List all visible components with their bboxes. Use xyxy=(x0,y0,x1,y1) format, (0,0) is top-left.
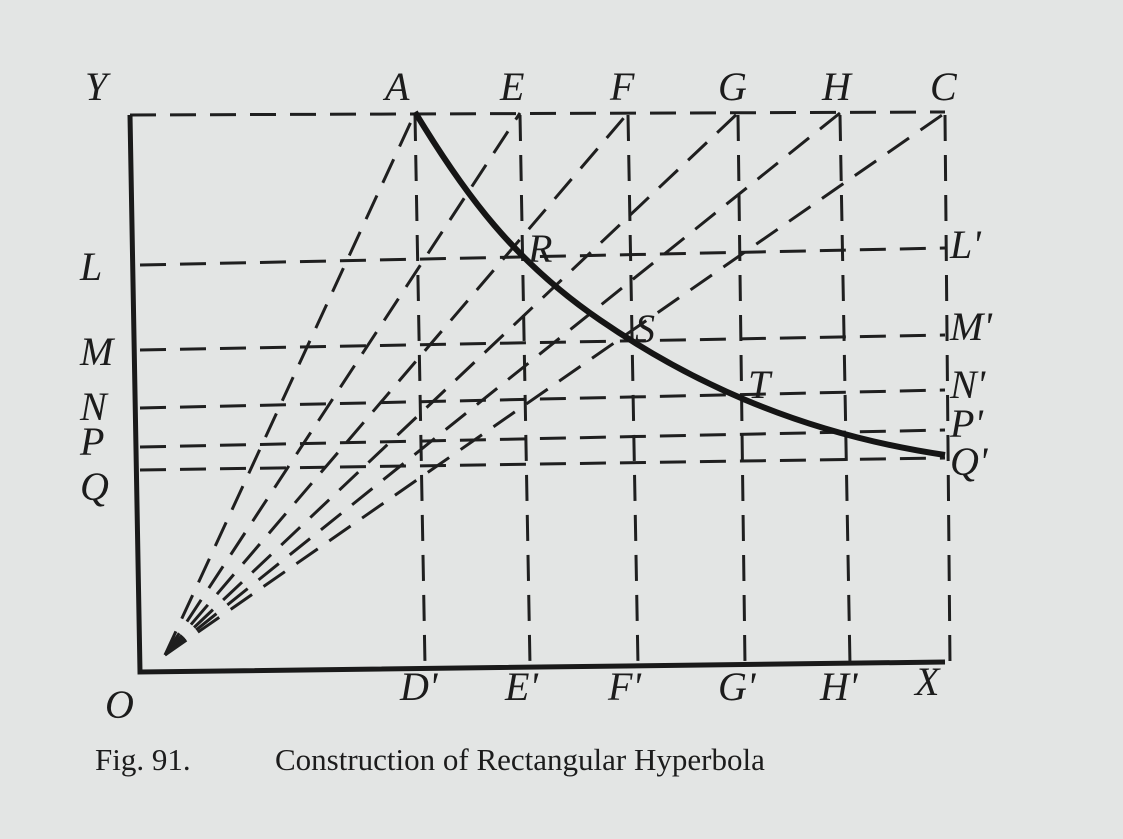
radial-dashed-line xyxy=(163,112,522,656)
top-label: F xyxy=(609,64,635,109)
top-label: C xyxy=(930,64,958,109)
construction-lines xyxy=(129,110,952,666)
vertical-dashed-line xyxy=(518,114,532,666)
top-dashed-line xyxy=(129,110,946,117)
hyperbola-curve xyxy=(412,110,946,458)
right-label: N' xyxy=(949,362,987,407)
horizontal-dashed-line xyxy=(139,246,946,267)
top-label: H xyxy=(821,64,853,109)
caption-number: Fig. 91. xyxy=(95,742,191,777)
vertical-dashed-line xyxy=(943,114,952,666)
left-label: L xyxy=(79,244,102,289)
vertical-dashed-line xyxy=(413,114,427,666)
axis-label: Y xyxy=(85,64,111,109)
horizontal-dashed-line xyxy=(139,388,946,410)
horizontal-dashed-line xyxy=(139,333,946,352)
vertical-dashed-line xyxy=(736,114,747,666)
right-label: Q' xyxy=(950,439,989,484)
vertical-dashed-line xyxy=(626,114,640,666)
bottom-label: H' xyxy=(819,664,859,709)
caption-title: Construction of Rectangular Hyperbola xyxy=(275,742,765,777)
curve-point-label: R xyxy=(527,226,552,271)
axis-label: O xyxy=(105,682,134,727)
left-label: P xyxy=(79,419,104,464)
top-label: E xyxy=(499,64,524,109)
top-label: A xyxy=(382,64,410,109)
horizontal-dashed-line xyxy=(139,428,946,449)
left-label: Q xyxy=(80,464,109,509)
right-label: P' xyxy=(949,401,984,446)
left-label: N xyxy=(79,384,109,429)
bottom-label: D' xyxy=(399,664,439,709)
curve-point-label: T xyxy=(748,362,773,407)
bottom-label: E' xyxy=(504,664,539,709)
top-label: G xyxy=(718,64,747,109)
bottom-label: G' xyxy=(718,664,757,709)
radial-dashed-line xyxy=(163,112,417,656)
right-label: L' xyxy=(949,222,982,267)
horizontal-dashed-line xyxy=(139,456,946,472)
radial-dashed-line xyxy=(163,111,740,657)
axes xyxy=(127,114,946,675)
radial-dashed-line xyxy=(164,111,841,657)
axis-label: X xyxy=(913,659,941,704)
left-label: M xyxy=(79,329,116,374)
bottom-label: F' xyxy=(607,664,642,709)
curve-point-label: S xyxy=(635,306,655,351)
right-label: M' xyxy=(949,304,993,349)
vertical-dashed-line xyxy=(838,114,852,666)
